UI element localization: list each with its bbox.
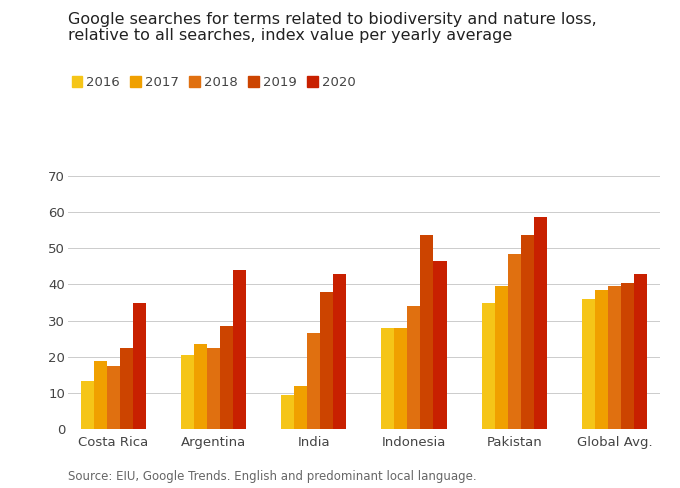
Bar bbox=[107, 366, 120, 429]
Bar bbox=[120, 348, 133, 429]
Bar bbox=[595, 290, 608, 429]
Bar bbox=[294, 386, 307, 429]
Bar bbox=[281, 395, 294, 429]
Bar bbox=[433, 261, 447, 429]
Bar bbox=[608, 286, 621, 429]
Bar bbox=[534, 217, 547, 429]
Legend: 2016, 2017, 2018, 2019, 2020: 2016, 2017, 2018, 2019, 2020 bbox=[71, 76, 356, 89]
Bar bbox=[621, 283, 634, 429]
Bar bbox=[521, 236, 534, 429]
Bar bbox=[381, 328, 394, 429]
Bar bbox=[582, 299, 595, 429]
Bar bbox=[220, 326, 233, 429]
Text: Google searches for terms related to biodiversity and nature loss,: Google searches for terms related to bio… bbox=[68, 12, 597, 27]
Bar bbox=[481, 303, 494, 429]
Bar bbox=[94, 361, 107, 429]
Bar bbox=[407, 306, 420, 429]
Bar bbox=[508, 254, 521, 429]
Bar bbox=[394, 328, 407, 429]
Bar bbox=[207, 348, 220, 429]
Bar bbox=[634, 274, 647, 429]
Text: relative to all searches, index value per yearly average: relative to all searches, index value pe… bbox=[68, 28, 512, 43]
Bar bbox=[133, 303, 146, 429]
Bar bbox=[307, 333, 320, 429]
Bar bbox=[194, 344, 207, 429]
Bar bbox=[333, 274, 346, 429]
Bar bbox=[320, 292, 333, 429]
Bar bbox=[181, 355, 194, 429]
Bar bbox=[494, 286, 508, 429]
Bar bbox=[80, 381, 94, 429]
Text: Source: EIU, Google Trends. English and predominant local language.: Source: EIU, Google Trends. English and … bbox=[68, 470, 477, 483]
Bar bbox=[420, 236, 433, 429]
Bar bbox=[233, 270, 246, 429]
